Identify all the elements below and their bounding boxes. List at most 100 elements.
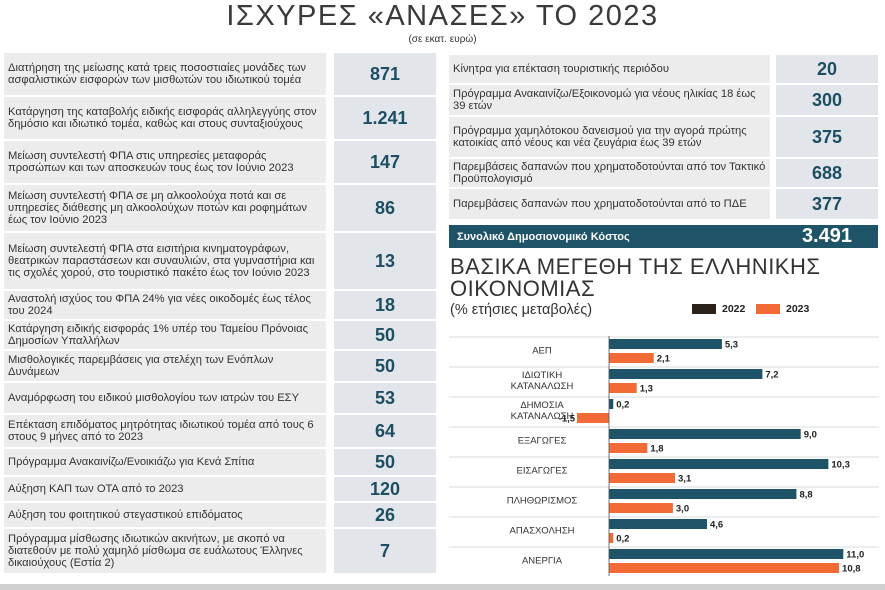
bar-value-label-2022: 8,8	[799, 490, 812, 501]
left-table-row: Πρόγραμμα Ανακαινίζω/Ενοικιάζω για Κενά …	[4, 449, 436, 475]
bar-2022	[609, 519, 707, 529]
left-table-row-label: Επέκταση επιδόματος μητρότητας ιδιωτικού…	[4, 415, 326, 447]
left-table-row-label: Μείωση συντελεστή ΦΠΑ σε μη αλκοολούχα π…	[4, 185, 326, 231]
left-table-row: Μείωση συντελεστή ΦΠΑ στα εισιτήρια κινη…	[4, 233, 436, 289]
left-table-row: Αναμόρφωση του ειδικού μισθολογίου των ι…	[4, 383, 436, 413]
right-table-row-label: Κίνητρα για επέκταση τουριστικής περιόδο…	[449, 55, 770, 83]
left-table-row-value: 147	[334, 141, 436, 183]
right-table-row-value: 688	[776, 159, 878, 187]
right-table-row: Πρόγραμμα Ανακαινίζω/Εξοικονομώ για νέου…	[449, 85, 878, 115]
left-table-row-value: 871	[334, 53, 436, 95]
category-label: ΕΞΑΓΩΓΕΣ	[518, 436, 567, 447]
page-subtitle: (σε εκατ. ευρώ)	[408, 34, 477, 45]
left-table-row-value: 53	[334, 383, 436, 413]
right-table-row: Κίνητρα για επέκταση τουριστικής περιόδο…	[449, 55, 878, 83]
left-table-row-label-text: Αναμόρφωση του ειδικού μισθολογίου των ι…	[8, 392, 300, 404]
left-table-row-value: 1.241	[334, 97, 436, 139]
right-table-row-value: 375	[776, 117, 878, 157]
bar-2023	[609, 443, 648, 453]
bar-2022	[609, 429, 801, 439]
economy-bar-chart: ΑΕΠ5,32,1ΙΔΙΩΤΙΚΗΚΑΤΑΝΑΛΩΣΗ7,21,3ΔΗΜΟΣΙΑ…	[449, 336, 879, 576]
left-table-row-value: 50	[334, 321, 436, 349]
right-table-row-label-text: Πρόγραμμα χαμηλότοκου δανεισμού για την …	[453, 125, 747, 149]
right-table-row-label: Πρόγραμμα χαμηλότοκου δανεισμού για την …	[449, 117, 770, 157]
left-table-row-label-text: Αύξηση ΚΑΠ των ΟΤΑ από το 2023	[8, 483, 184, 495]
left-table-row: Επέκταση επιδόματος μητρότητας ιδιωτικού…	[4, 415, 436, 447]
left-table-row-label: Μείωση συντελεστή ΦΠΑ στις υπηρεσίες μετ…	[4, 141, 326, 183]
bar-2022	[609, 369, 763, 379]
right-table-row-label: Παρεμβάσεις δαπανών που χρηματοδοτούνται…	[449, 159, 770, 187]
bar-value-label-2022: 5,3	[725, 340, 738, 351]
category-label: ΚΑΤΑΝΑΛΩΣΗ	[511, 381, 574, 392]
category-label: ΚΑΤΑΝΑΛΩΣΗ	[511, 411, 574, 422]
left-table-row-label-text: Πρόγραμμα μίσθωσης ιδιωτικών ακινήτων, μ…	[8, 533, 303, 569]
chart-title: ΒΑΣΙΚΑ ΜΕΓΕΘΗ ΤΗΣ ΕΛΛΗΝΙΚΗΣ ΟΙΚΟΝΟΜΙΑΣ	[450, 256, 850, 300]
bar-value-label-2022: 11,0	[846, 550, 864, 561]
bar-value-label-2022: 10,3	[831, 460, 850, 471]
legend-item-2023: 2023	[756, 303, 809, 315]
right-table-row-label-text: Κίνητρα για επέκταση τουριστικής περιόδο…	[453, 63, 669, 75]
left-table-row: Μισθολογικές παρεμβάσεις για στελέχη των…	[4, 351, 436, 381]
bar-value-label-2022: 4,6	[710, 520, 723, 531]
bar-value-label-2023: 3,0	[676, 504, 689, 515]
left-table-row-value: 7	[334, 529, 436, 573]
page-title: ΙΣΧΥΡΕΣ «ΑΝΑΣΕΣ» ΤΟ 2023	[226, 0, 659, 32]
right-table-row-label-text: Παρεμβάσεις δαπανών που χρηματοδοτούνται…	[453, 198, 747, 210]
bar-2022	[609, 399, 614, 409]
category-label: ΑΠΑΣΧΟΛΗΣΗ	[510, 526, 575, 537]
bar-2022	[609, 489, 797, 499]
bar-value-label-2022: 9,0	[804, 430, 817, 441]
total-cost-value: 3.491	[801, 225, 852, 247]
left-table-row-label-text: Κατάργηση ειδικής εισφοράς 1% υπέρ του Τ…	[8, 323, 308, 347]
left-table-row-value: 18	[334, 291, 436, 319]
left-table-row-label-text: Μείωση συντελεστή ΦΠΑ στις υπηρεσίες μετ…	[8, 150, 294, 174]
left-table-row-label-text: Μισθολογικές παρεμβάσεις για στελέχη των…	[8, 354, 274, 378]
left-table-row: Μείωση συντελεστή ΦΠΑ σε μη αλκοολούχα π…	[4, 185, 436, 231]
bar-2023	[609, 503, 673, 513]
left-table-row-value: 50	[334, 351, 436, 381]
left-table-row-label: Κατάργηση ειδικής εισφοράς 1% υπέρ του Τ…	[4, 321, 326, 349]
footer-strip	[0, 584, 885, 590]
bar-value-label-2023: 3,1	[678, 474, 692, 485]
chart-title-text: ΒΑΣΙΚΑ ΜΕΓΕΘΗ ΤΗΣ ΕΛΛΗΝΙΚΗΣ ΟΙΚΟΝΟΜΙΑΣ	[450, 254, 821, 301]
left-table-row-value: 64	[334, 415, 436, 447]
left-table-row: Μείωση συντελεστή ΦΠΑ στις υπηρεσίες μετ…	[4, 141, 436, 183]
bar-2023	[609, 353, 654, 363]
left-table-row-label: Αύξηση του φοιτητικού στεγαστικού επιδόμ…	[4, 503, 326, 527]
bar-2022	[609, 459, 829, 469]
left-table-row: Κατάργηση της καταβολής ειδικής εισφοράς…	[4, 97, 436, 139]
category-label: ΑΕΠ	[532, 346, 552, 357]
right-table-row-label-text: Πρόγραμμα Ανακαινίζω/Εξοικονομώ για νέου…	[453, 88, 756, 112]
bar-2023	[609, 383, 637, 393]
left-table-row-label: Πρόγραμμα Ανακαινίζω/Ενοικιάζω για Κενά …	[4, 449, 326, 475]
left-table-row-label-text: Μείωση συντελεστή ΦΠΑ στα εισιτήρια κινη…	[8, 243, 315, 279]
left-table-row-label: Μισθολογικές παρεμβάσεις για στελέχη των…	[4, 351, 326, 381]
left-table-row-label: Αναμόρφωση του ειδικού μισθολογίου των ι…	[4, 383, 326, 413]
right-measures-table: Κίνητρα για επέκταση τουριστικής περιόδο…	[449, 53, 878, 223]
left-table-row-label: Πρόγραμμα μίσθωσης ιδιωτικών ακινήτων, μ…	[4, 529, 326, 573]
total-cost-bar: Συνολικό Δημοσιονομικό Κόστος 3.491	[449, 225, 878, 248]
left-table-row: Αύξηση του φοιτητικού στεγαστικού επιδόμ…	[4, 503, 436, 527]
category-label: ΠΛΗΘΩΡΙΣΜΟΣ	[507, 496, 578, 507]
bar-value-label-2023: 1,8	[650, 444, 663, 455]
left-table-row-label-text: Επέκταση επιδόματος μητρότητας ιδιωτικού…	[8, 419, 314, 443]
bar-value-label-2022: 7,2	[765, 370, 778, 381]
left-table-row: Διατήρηση της μείωσης κατά τρεις ποσοστι…	[4, 53, 436, 95]
bar-value-label-2023: 2,1	[657, 354, 671, 365]
total-cost-label: Συνολικό Δημοσιονομικό Κόστος	[457, 230, 630, 243]
right-table-row-label-text: Παρεμβάσεις δαπανών που χρηματοδοτούνται…	[453, 161, 766, 185]
bar-value-label-2022: 0,2	[616, 400, 629, 411]
legend-swatch-2023	[756, 304, 780, 314]
bar-value-label-2023: 10,8	[842, 564, 861, 575]
left-table-row-value: 120	[334, 477, 436, 501]
left-table-row-label: Μείωση συντελεστή ΦΠΑ στα εισιτήρια κινη…	[4, 233, 326, 289]
category-label: ΙΔΙΩΤΙΚΗ	[522, 370, 563, 381]
bar-value-label-2023: 0,2	[616, 534, 629, 545]
bar-2023	[577, 413, 609, 423]
category-label: ΕΙΣΑΓΩΓΕΣ	[517, 466, 568, 477]
left-table-row-label: Αναστολή ισχύος του ΦΠΑ 24% για νέες οικ…	[4, 291, 326, 319]
legend-swatch-2022	[692, 304, 716, 314]
bar-2023	[609, 563, 840, 573]
bar-2022	[609, 549, 844, 559]
category-label: ΑΝΕΡΓΙΑ	[522, 556, 563, 567]
